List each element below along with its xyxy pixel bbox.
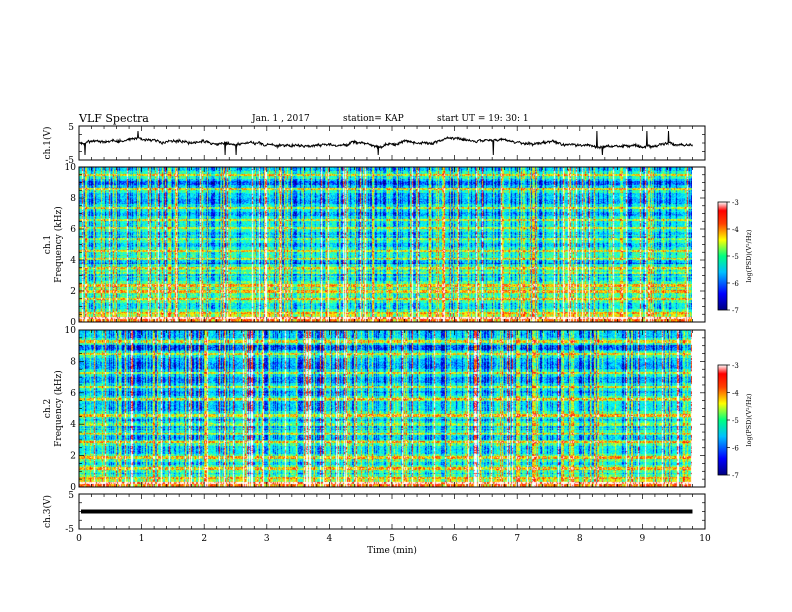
ch1-ytick-label: 6 [70, 225, 76, 235]
ch1-colorbar-tick-label: -6 [732, 280, 739, 288]
x-tick-label: 3 [264, 534, 270, 544]
ch2-ytick-label: 4 [70, 420, 76, 430]
ch2-ytick-label: 2 [70, 452, 76, 462]
header-start-time: start UT = 19: 30: 1 [437, 114, 529, 124]
ch2-colorbar-label: log(PSD)(V²/Hz) [745, 393, 753, 446]
ch1-waveform-frame [78, 125, 706, 161]
ch1-ytick-label: 10 [65, 163, 77, 173]
ch2-colorbar [717, 364, 728, 476]
ch2-colorbar-tick-label: -7 [732, 472, 739, 480]
x-tick-label: 10 [699, 534, 711, 544]
x-tick-label: 9 [640, 534, 646, 544]
figure-title: VLF Spectra [79, 112, 149, 125]
ch2-spectrogram-image [79, 330, 692, 487]
ch2-colorbar-tick-label: -4 [732, 390, 739, 398]
ch3-ytick-top: 5 [68, 491, 74, 501]
x-tick-label: 1 [139, 534, 145, 544]
ch1-ytick-label: 4 [70, 256, 76, 266]
ch2-ytick-label: 0 [70, 483, 76, 493]
ch2-ytick-label: 6 [70, 389, 76, 399]
ch1-colorbar-label: log(PSD)(V²/Hz) [745, 229, 753, 282]
ch1-ylabel-frequency: Frequency (kHz) [53, 206, 64, 283]
ch1-ylabel-channel: ch.1 [43, 235, 53, 254]
ch2-colorbar-tick-label: -6 [732, 445, 739, 453]
ch1-colorbar [717, 201, 728, 311]
ch2-ytick-label: 10 [65, 326, 77, 336]
axis-ticks [78, 125, 730, 530]
x-tick-label: 4 [327, 534, 333, 544]
ch2-ylabel-channel: ch.2 [43, 399, 53, 418]
ch1-colorbar-tick-label: -7 [732, 307, 739, 315]
ch2-ytick-label: 8 [70, 357, 76, 367]
ch2-ylabel-frequency: Frequency (kHz) [53, 370, 64, 447]
header-date: Jan. 1 , 2017 [252, 114, 310, 124]
x-tick-label: 0 [76, 534, 82, 544]
ch1-ytick-label: 8 [70, 194, 76, 204]
x-tick-label: 5 [389, 534, 395, 544]
header-station: station= KAP [343, 114, 404, 124]
ch1-ytick-bottom: -5 [65, 156, 74, 166]
ch3-ylabel: ch.3(V) [42, 495, 53, 528]
ch2-colorbar-tick-label: -3 [732, 362, 739, 370]
x-axis-label: Time (min) [367, 545, 417, 556]
ch1-colorbar-tick-label: -4 [732, 226, 739, 234]
ch1-ytick-label: 2 [70, 287, 76, 297]
ch1-waveform-line [78, 130, 693, 156]
ch1-spectrogram-image [79, 167, 692, 322]
x-tick-label: 8 [577, 534, 583, 544]
ch1-ytick-top: 5 [68, 123, 74, 133]
x-tick-label: 7 [514, 534, 520, 544]
ch1-colorbar-tick-label: -3 [732, 199, 739, 207]
x-tick-label: 6 [452, 534, 458, 544]
ch1-colorbar-tick-label: -5 [732, 253, 739, 261]
ch3-ytick-bottom: -5 [65, 525, 74, 535]
ch1-ylabel: ch.1(V) [42, 127, 53, 160]
ch1-ytick-label: 0 [70, 318, 76, 328]
ch2-colorbar-tick-label: -5 [732, 417, 739, 425]
x-tick-label: 2 [201, 534, 207, 544]
